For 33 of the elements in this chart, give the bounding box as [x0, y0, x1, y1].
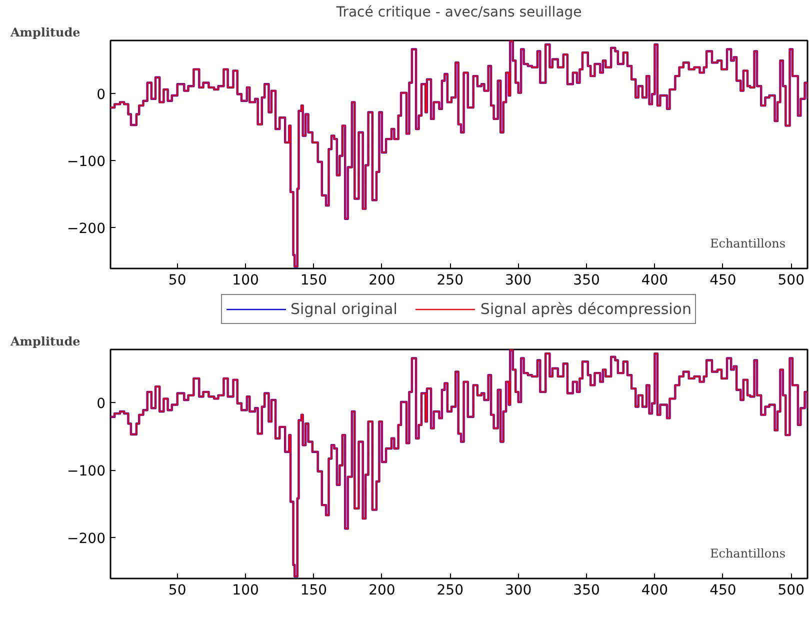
x-tick-label: 450: [710, 582, 736, 598]
x-tick-label: 500: [778, 272, 805, 288]
y-axis-title: Amplitude: [10, 26, 81, 40]
x-tick-label: 350: [573, 272, 600, 288]
x-tick-label: 100: [232, 582, 259, 598]
x-tick-label: 400: [641, 272, 668, 288]
y-tick-label: −200: [67, 221, 106, 238]
y-tick-label: 0: [96, 86, 106, 103]
x-tick-label: 400: [641, 582, 668, 598]
legend-label: Signal après décompression: [480, 300, 692, 318]
y-tick-label: −100: [67, 154, 106, 170]
x-tick-label: 200: [368, 582, 396, 598]
x-tick-label: 250: [436, 272, 464, 288]
legend-label: Signal original: [290, 300, 398, 318]
x-tick-label: 300: [504, 272, 532, 288]
x-tick-label: 500: [778, 582, 805, 598]
x-tick-label: 300: [504, 582, 532, 598]
y-tick-label: 0: [96, 396, 106, 412]
x-tick-label: 150: [300, 582, 328, 598]
x-tick-label: 100: [232, 272, 259, 288]
x-tick-label: 50: [168, 582, 186, 598]
x-axis-title: Echantillons: [710, 546, 786, 560]
x-axis-title: Echantillons: [710, 236, 786, 250]
x-tick-label: 250: [436, 582, 464, 598]
x-tick-label: 350: [573, 582, 600, 598]
chart-title: Tracé critique - avec/sans seuillage: [335, 4, 582, 20]
y-axis-title: Amplitude: [10, 334, 81, 348]
y-tick-label: −200: [67, 530, 106, 547]
x-tick-label: 150: [300, 272, 328, 288]
y-tick-label: −100: [67, 464, 106, 480]
x-tick-label: 50: [168, 272, 186, 288]
x-tick-label: 200: [368, 272, 396, 288]
x-tick-label: 450: [710, 272, 736, 288]
